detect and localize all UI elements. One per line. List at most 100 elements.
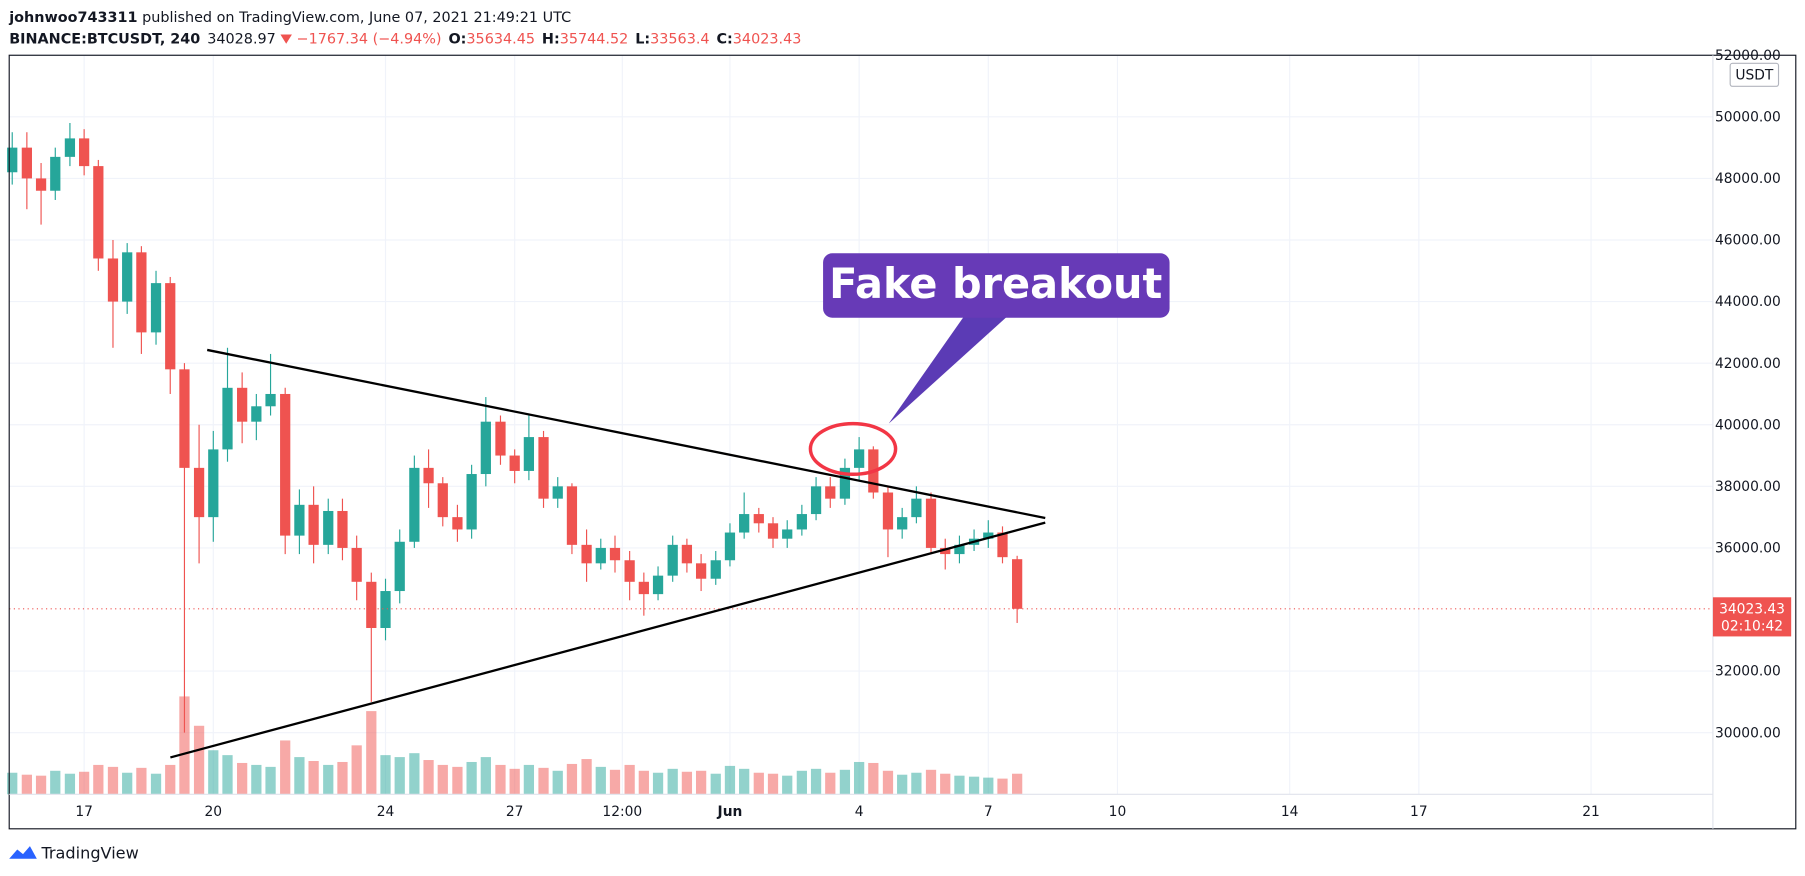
volume-bar xyxy=(581,759,592,795)
ohlc-label: H: xyxy=(542,32,560,48)
candle-body xyxy=(107,258,119,302)
frame xyxy=(8,54,1797,830)
volume-bar xyxy=(179,696,190,795)
y-tick-label: 44000.00 xyxy=(1715,294,1781,310)
candle-body xyxy=(466,474,477,530)
ohlc-label: C: xyxy=(716,32,732,48)
volume-bar xyxy=(308,761,319,795)
volume-bar xyxy=(251,764,262,795)
volume-bar xyxy=(237,762,248,795)
candle-body xyxy=(767,523,779,539)
candle-body xyxy=(538,437,549,499)
candle-body xyxy=(925,498,937,548)
volume-bar xyxy=(552,770,563,795)
volume-bar xyxy=(394,757,405,795)
candle-body xyxy=(79,138,90,167)
candle-body xyxy=(495,421,506,456)
candle-body xyxy=(35,178,47,191)
volume-bar xyxy=(968,776,980,795)
volume-bar xyxy=(21,774,32,795)
volume-bar xyxy=(638,770,649,795)
volume-bar xyxy=(509,768,520,795)
callout-tail xyxy=(888,315,1009,424)
watermark: TradingView xyxy=(9,844,139,863)
volume-bar xyxy=(150,773,162,795)
axes: 30000.00 32000.00 36000.00 38000.00 40000.00… xyxy=(75,48,1780,820)
volume-bar xyxy=(839,769,851,795)
volume-bar xyxy=(681,771,693,795)
volume-bar xyxy=(280,740,291,795)
volume-bar xyxy=(409,753,420,795)
y-tick-label: 38000.00 xyxy=(1715,479,1781,495)
candle-body xyxy=(954,544,965,555)
candle-body xyxy=(652,575,664,595)
callout-box xyxy=(823,253,1170,318)
candle-body xyxy=(609,547,621,561)
candle-body xyxy=(1012,559,1023,609)
volume-bar xyxy=(93,764,104,795)
volume-bar xyxy=(193,725,205,795)
candle-body xyxy=(566,486,578,545)
volume-bar xyxy=(609,769,621,795)
logo xyxy=(9,846,37,859)
volume-bar xyxy=(480,757,491,795)
volume-bar xyxy=(523,764,535,795)
ohlc-label: O: xyxy=(448,32,466,48)
x-tick-label: 17 xyxy=(75,804,93,820)
x-tick-label: 27 xyxy=(506,804,524,820)
candle-body xyxy=(7,147,18,173)
ohlc-label: L: xyxy=(635,32,650,48)
volume-bar xyxy=(380,755,391,795)
volume-bar xyxy=(853,761,865,795)
volume-bar xyxy=(437,764,448,795)
callout-text: Fake breakout xyxy=(829,260,1162,308)
upper-trendline xyxy=(206,348,1046,520)
volume-bar xyxy=(954,775,965,795)
candle-body xyxy=(323,510,334,545)
candle-body xyxy=(753,514,764,524)
volume-bar xyxy=(782,775,793,795)
candle-body xyxy=(423,467,434,484)
volume-bar xyxy=(495,764,506,795)
volume-bar xyxy=(423,760,434,795)
volume-bar xyxy=(136,767,147,795)
candle-body xyxy=(825,486,836,499)
candle-body xyxy=(681,544,693,564)
candle-body xyxy=(480,421,491,475)
candle-body xyxy=(136,252,147,333)
ohlc-value: 35744.52 xyxy=(560,32,629,48)
volume-bar xyxy=(79,771,90,795)
candle-body xyxy=(796,514,807,530)
candle-body xyxy=(366,581,377,628)
volume-bar xyxy=(452,766,463,795)
volume-bar xyxy=(566,763,578,795)
candle-body xyxy=(997,532,1008,558)
volume-bar xyxy=(739,768,750,795)
candle-body xyxy=(251,406,262,422)
candle-body xyxy=(165,283,176,370)
price-tag-label: 34023.43 xyxy=(1719,601,1785,617)
currency: USDT xyxy=(1735,67,1773,83)
candle-body xyxy=(724,532,736,561)
candle-body xyxy=(710,560,721,579)
candle-body xyxy=(624,560,635,582)
volume-bar xyxy=(825,772,836,795)
candle-body xyxy=(595,547,606,564)
candle-body xyxy=(897,517,908,530)
volume-bar xyxy=(695,770,707,795)
volume-bar xyxy=(122,772,133,795)
y-tick-label: 40000.00 xyxy=(1715,417,1781,433)
symbol: BINANCE:BTCUSDT, 240 xyxy=(9,32,200,48)
candle-body xyxy=(179,369,190,468)
volume-bar xyxy=(983,777,994,795)
y-tick-label: 42000.00 xyxy=(1715,356,1781,372)
volume-bar xyxy=(351,745,362,795)
candle-body xyxy=(409,467,420,542)
volume-bar xyxy=(767,773,779,795)
y-tick-label: 36000.00 xyxy=(1715,541,1781,557)
candle-body xyxy=(509,455,520,471)
candle-body xyxy=(638,581,649,595)
candle-body xyxy=(64,138,76,157)
x-tick-label: 17 xyxy=(1410,804,1428,820)
